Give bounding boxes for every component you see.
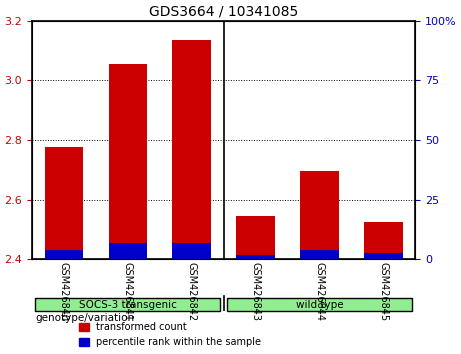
Text: GSM426843: GSM426843 [251, 262, 260, 321]
Bar [236, 255, 275, 259]
Bar [108, 243, 147, 259]
Title: GDS3664 / 10341085: GDS3664 / 10341085 [149, 4, 298, 18]
Text: GSM426845: GSM426845 [378, 262, 389, 321]
Text: SOCS-3 transgenic: SOCS-3 transgenic [79, 300, 177, 310]
Text: GSM426842: GSM426842 [187, 262, 197, 321]
Text: GSM426844: GSM426844 [314, 262, 325, 321]
Bar [45, 147, 83, 259]
Text: GSM426841: GSM426841 [123, 262, 133, 321]
Text: genotype/variation: genotype/variation [35, 313, 135, 323]
Text: wild type: wild type [296, 300, 343, 310]
Bar [301, 250, 339, 259]
Bar [108, 64, 147, 259]
Bar [364, 253, 403, 259]
Bar [45, 250, 83, 259]
Bar [364, 222, 403, 259]
Bar [301, 171, 339, 259]
FancyBboxPatch shape [227, 298, 412, 311]
Bar [236, 216, 275, 259]
Text: GSM426840: GSM426840 [59, 262, 69, 321]
Legend: transformed count, percentile rank within the sample: transformed count, percentile rank withi… [75, 319, 265, 351]
Bar [172, 243, 211, 259]
Bar [172, 40, 211, 259]
FancyBboxPatch shape [35, 298, 220, 311]
